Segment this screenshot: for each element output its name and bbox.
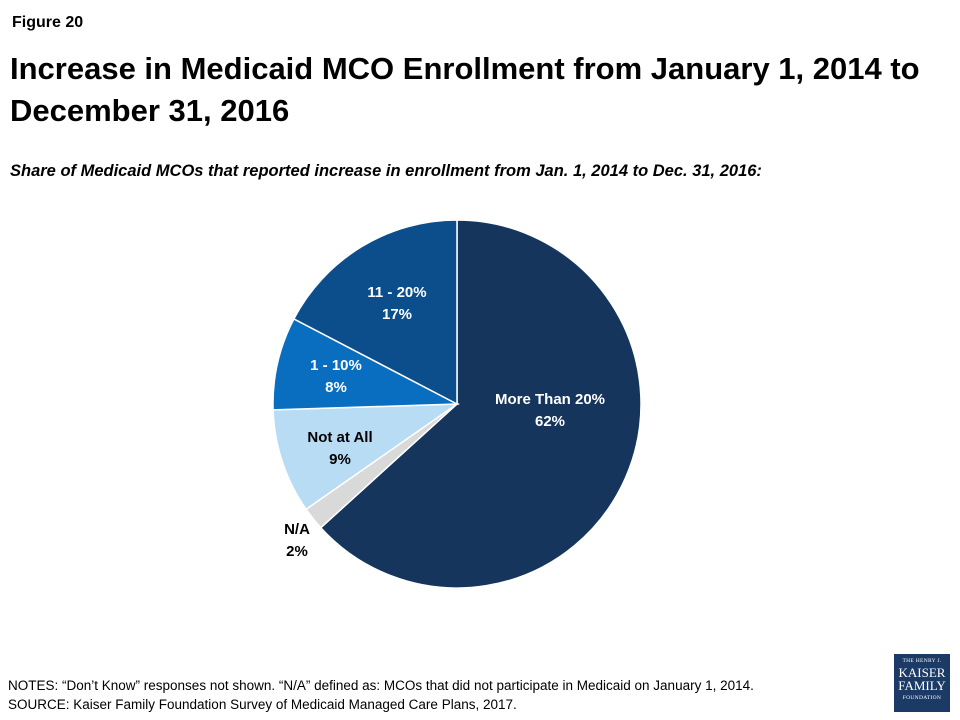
slice-label: More Than 20% <box>495 391 605 408</box>
slice-value-label: 8% <box>325 379 347 396</box>
slice-label: 11 - 20% <box>367 284 426 301</box>
logo-line: FAMILY <box>898 678 946 693</box>
slice-value-label: 62% <box>535 413 565 430</box>
notes-line: NOTES: “Don’t Know” responses not shown.… <box>8 678 754 693</box>
pie-slice-1-10 <box>272 317 460 411</box>
logo-line: THE HENRY J. <box>902 658 942 664</box>
source-line: SOURCE: Kaiser Family Foundation Survey … <box>8 697 517 712</box>
slice-label: 1 - 10% <box>310 357 362 374</box>
logo-line: KAISER <box>898 665 946 680</box>
slice-label: N/A <box>284 521 310 538</box>
slice-label: Not at All <box>307 429 372 446</box>
pie-slice-more-than-20 <box>319 219 642 589</box>
pie-slice-not-at-all <box>272 403 460 511</box>
slice-value-label: 9% <box>329 451 351 468</box>
kff-logo: THE HENRY J. KAISER FAMILY FOUNDATION <box>894 654 950 712</box>
logo-line: FOUNDATION <box>902 695 942 701</box>
pie-slice-11-20 <box>292 219 458 406</box>
slice-value-label: 2% <box>286 543 308 560</box>
page-title: Increase in Medicaid MCO Enrollment from… <box>10 51 920 128</box>
notes: NOTES: “Don’t Know” responses not shown.… <box>8 676 868 714</box>
figure-label: Figure 20 <box>12 14 84 31</box>
chart-subtitle: Share of Medicaid MCOs that reported inc… <box>10 162 762 180</box>
slice-value-label: 17% <box>382 306 412 323</box>
